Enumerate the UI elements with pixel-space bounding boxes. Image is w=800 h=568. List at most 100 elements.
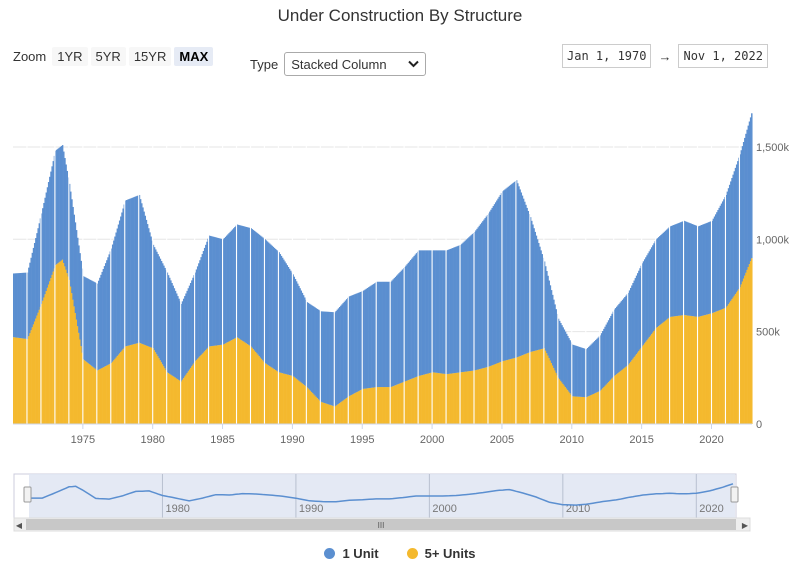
bar-1-unit: [599, 335, 602, 391]
bar-1-unit: [262, 237, 264, 361]
navigator-left-handle[interactable]: [23, 486, 32, 503]
bar-1-unit: [44, 197, 46, 295]
bar-5-units: [362, 388, 364, 424]
bar-5-units: [498, 362, 500, 424]
bar-1-unit: [212, 236, 214, 346]
bar-1-unit: [300, 290, 303, 383]
zoom-5yr-button[interactable]: 5YR: [90, 47, 126, 66]
bar-1-unit: [581, 347, 583, 397]
zoom-max-button[interactable]: MAX: [174, 47, 214, 66]
bar-1-unit: [440, 250, 442, 374]
bar-5-units: [46, 287, 49, 424]
bar-1-unit: [38, 223, 41, 310]
bar-5-units: [90, 365, 93, 424]
bar-5-units: [269, 366, 271, 424]
range-end-input[interactable]: Nov 1, 2022: [678, 44, 768, 68]
bar-5-units: [725, 307, 727, 424]
bar-1-unit: [356, 293, 358, 392]
bar-1-unit: [186, 290, 188, 374]
bar-5-units: [121, 350, 123, 424]
bar-1-unit: [266, 241, 269, 365]
bar-1-unit: [233, 228, 235, 340]
bar-5-units: [602, 388, 604, 424]
bar-1-unit: [280, 255, 283, 373]
bar-1-unit: [40, 213, 43, 304]
bar-5-units: [31, 327, 34, 424]
bar-5-units: [422, 374, 425, 424]
bar-5-units: [281, 373, 284, 424]
bar-5-units: [120, 351, 122, 424]
bar-5-units: [271, 367, 273, 424]
bar-5-units: [607, 382, 610, 424]
bar-5-units: [226, 342, 228, 424]
bar-1-unit: [16, 273, 18, 338]
bar-5-units: [469, 371, 471, 424]
navigator[interactable]: 1980 1990 2000 2010 2020 III ◀ ▶: [0, 472, 800, 532]
bar-1-unit: [494, 202, 497, 364]
bar-5-units: [358, 390, 361, 424]
bar-5-units: [213, 345, 215, 424]
bar-1-unit: [170, 280, 172, 375]
bar-5-units: [380, 387, 383, 424]
bar-1-unit: [47, 182, 50, 285]
bar-5-units: [480, 368, 483, 424]
bar-1-unit: [17, 273, 20, 338]
bar-1-unit: [258, 234, 261, 357]
legend-item-1-unit[interactable]: 1 Unit: [324, 546, 379, 561]
bar-1-unit: [92, 281, 94, 367]
bar-1-unit: [222, 239, 225, 345]
bar-5-units: [288, 375, 291, 424]
bar-5-units: [382, 387, 384, 424]
bar-1-unit: [631, 285, 633, 361]
bar-5-units: [650, 334, 653, 424]
bar-5-units: [108, 364, 110, 424]
bar-1-unit: [52, 161, 55, 272]
bar-1-unit: [334, 312, 336, 407]
bar-1-unit: [733, 171, 736, 296]
bar-5-units: [728, 302, 731, 424]
bar-1-unit: [591, 343, 594, 395]
bar-1-unit: [408, 261, 411, 380]
bar-5-units: [653, 331, 655, 424]
bar-5-units: [429, 372, 432, 424]
bar-5-units: [96, 370, 99, 424]
legend-item-5-units[interactable]: 5+ Units: [406, 546, 476, 561]
zoom-1yr-button[interactable]: 1YR: [52, 47, 88, 66]
zoom-15yr-button[interactable]: 15YR: [128, 47, 172, 66]
bar-1-unit: [595, 339, 597, 393]
scroll-left-arrow[interactable]: ◀: [16, 521, 23, 530]
scroll-right-arrow[interactable]: ▶: [742, 521, 749, 530]
bar-5-units: [629, 361, 632, 424]
bar-1-unit: [130, 198, 133, 345]
bar-5-units: [720, 309, 723, 424]
bar-5-units: [324, 403, 327, 424]
bar-5-units: [200, 355, 202, 424]
bar-1-unit: [143, 211, 145, 345]
bar-5-units: [128, 345, 130, 424]
bar-5-units: [443, 373, 446, 424]
bar-5-units: [407, 380, 410, 424]
bar-1-unit: [202, 250, 205, 353]
bar-5-units: [371, 387, 374, 424]
bar-5-units: [148, 346, 150, 424]
bar-5-units: [434, 372, 436, 424]
chart-type-select[interactable]: Stacked Column: [284, 52, 427, 76]
bar-5-units: [79, 339, 81, 424]
bar-5-units: [512, 358, 514, 424]
bar-1-unit: [690, 223, 692, 316]
range-start-input[interactable]: Jan 1, 1970: [562, 44, 652, 68]
bar-1-unit: [518, 186, 520, 357]
bar-1-unit: [484, 218, 486, 368]
bar-1-unit: [243, 226, 245, 342]
bar-5-units: [671, 316, 674, 424]
bar-1-unit: [673, 224, 675, 317]
bar-1-unit: [107, 257, 109, 365]
bar-5-units: [656, 327, 659, 424]
scrollbar-thumb[interactable]: [26, 519, 736, 530]
bar-1-unit: [355, 293, 357, 393]
bar-1-unit: [520, 192, 523, 356]
bar-1-unit: [614, 308, 617, 376]
bar-1-unit: [201, 254, 204, 354]
bar-1-unit: [138, 194, 141, 343]
navigator-right-handle[interactable]: [730, 486, 739, 503]
